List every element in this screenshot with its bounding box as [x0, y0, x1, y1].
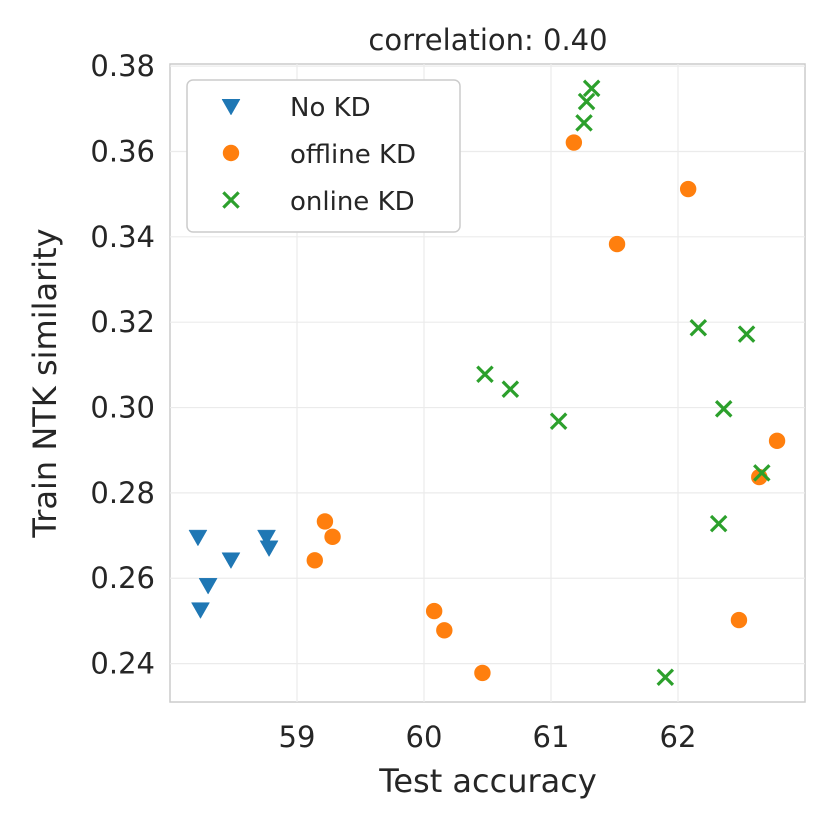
point-online-kd	[689, 318, 708, 337]
y-axis-label: Train NTK similarity	[26, 228, 64, 538]
point-no-kd	[188, 529, 208, 547]
x-tick-label: 59	[279, 720, 316, 754]
legend-marker-no-kd	[221, 99, 241, 116]
legend-label-offline-kd: offline KD	[290, 140, 416, 170]
point-offline-kd	[306, 552, 323, 569]
x-axis-label: Test accuracy	[378, 762, 597, 800]
legend-marker-offline-kd	[222, 144, 240, 162]
point-online-kd	[582, 79, 601, 98]
y-tick-label: 0.38	[90, 49, 155, 83]
x-tick-label: 61	[533, 720, 570, 754]
legend: No KD offline KD online KD	[186, 79, 461, 233]
legend-markers	[221, 99, 241, 209]
point-no-kd	[259, 540, 279, 558]
point-offline-kd	[324, 528, 341, 546]
y-tick-label: 0.32	[90, 305, 155, 339]
point-no-kd	[198, 578, 218, 595]
y-tick-label: 0.28	[90, 476, 155, 510]
data-points	[188, 79, 786, 687]
point-online-kd	[753, 464, 771, 482]
point-offline-kd	[608, 235, 626, 253]
point-no-kd	[191, 602, 210, 619]
point-offline-kd	[474, 664, 491, 682]
point-no-kd	[221, 552, 241, 569]
point-offline-kd	[679, 180, 697, 198]
point-offline-kd	[730, 611, 748, 629]
x-tick-label: 60	[406, 720, 443, 754]
point-offline-kd	[425, 602, 443, 620]
point-offline-kd	[436, 622, 453, 639]
point-online-kd	[549, 412, 568, 430]
y-tick-label: 0.34	[90, 220, 155, 254]
point-no-kd	[257, 529, 276, 547]
point-offline-kd	[316, 513, 334, 530]
x-tick-label: 62	[660, 720, 697, 754]
point-online-kd	[575, 114, 593, 132]
y-tick-label: 0.36	[90, 134, 155, 168]
point-online-kd	[737, 325, 756, 343]
y-tick-label: 0.30	[90, 391, 155, 425]
point-online-kd	[501, 380, 520, 398]
point-online-kd	[656, 668, 675, 687]
legend-label-online-kd: online KD	[290, 187, 415, 217]
legend-box	[186, 79, 461, 233]
legend-marker-online-kd	[222, 191, 240, 209]
legend-label-no-kd: No KD	[290, 93, 371, 123]
y-tick-label: 0.24	[90, 647, 155, 681]
point-online-kd	[577, 92, 596, 111]
chart-title: correlation: 0.40	[368, 23, 607, 57]
point-offline-kd	[565, 134, 583, 151]
point-online-kd	[714, 400, 733, 418]
point-online-kd	[476, 365, 494, 384]
y-tick-label: 0.26	[90, 561, 155, 595]
tick-labels: 59 60 61 62 0.24 0.26 0.28 0.30 0.32 0.34 0.36 0.38	[90, 49, 696, 754]
point-online-kd	[709, 514, 728, 533]
point-offline-kd	[768, 432, 786, 450]
